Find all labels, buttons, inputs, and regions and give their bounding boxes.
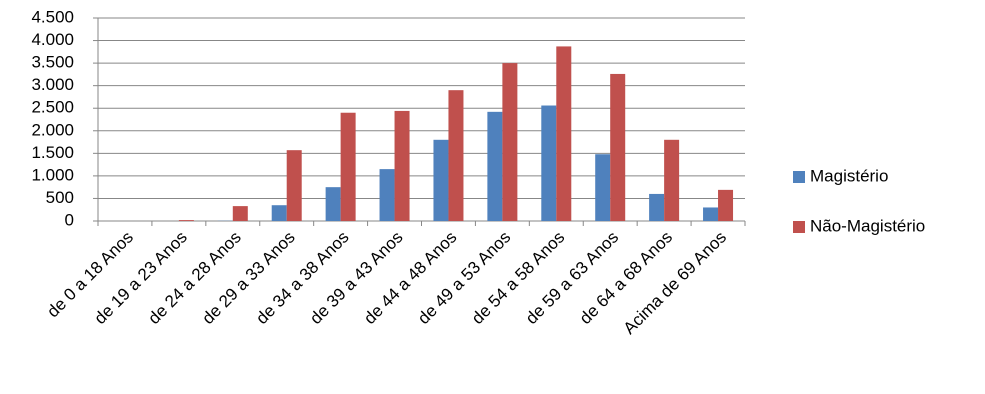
y-tick-label: 3.000 [31,75,74,94]
x-tick-label: de 34 a 38 Anos [252,228,352,328]
y-tick-label: 1.500 [31,143,74,162]
bar [610,73,626,221]
bar [232,206,248,221]
bar [325,187,341,221]
bar [178,220,194,221]
x-tick-label: de 29 a 33 Anos [198,228,298,328]
bar [433,139,449,221]
y-tick-label: 4.500 [31,7,74,26]
y-tick-label: 1.000 [31,165,74,184]
y-tick-label: 3.500 [31,53,74,72]
x-tick-label: de 54 a 58 Anos [468,228,568,328]
bar [379,169,395,221]
bar [595,154,611,221]
legend-swatch [793,221,805,233]
bar [448,90,464,221]
bar [340,112,356,221]
y-tick-label: 2.000 [31,120,74,139]
bar [502,63,518,221]
x-tick-label: de 44 a 48 Anos [360,228,460,328]
bar [541,105,557,221]
bar [487,111,503,221]
bar [649,193,665,221]
bar [286,150,302,221]
bar [556,46,572,221]
y-tick-label: 2.500 [31,98,74,117]
x-tick-label: Acima de 69 Anos [620,228,730,338]
legend-swatch [793,171,805,183]
x-tick-label: de 59 a 63 Anos [522,228,622,328]
bar [394,110,410,221]
x-tick-label: de 39 a 43 Anos [306,228,406,328]
y-tick-label: 4.000 [31,30,74,49]
bar [703,207,719,221]
bar [271,205,287,221]
x-tick-label: de 19 a 23 Anos [91,228,191,328]
x-tick-label: de 64 a 68 Anos [576,228,676,328]
y-tick-label: 0 [65,210,74,229]
legend-label: Não-Magistério [810,216,925,235]
legend-label: Magistério [810,166,888,185]
bar [664,139,680,221]
x-tick-label: de 49 a 53 Anos [414,228,514,328]
x-tick-label: de 24 a 28 Anos [144,228,244,328]
y-tick-label: 500 [46,188,74,207]
bar [718,189,734,221]
